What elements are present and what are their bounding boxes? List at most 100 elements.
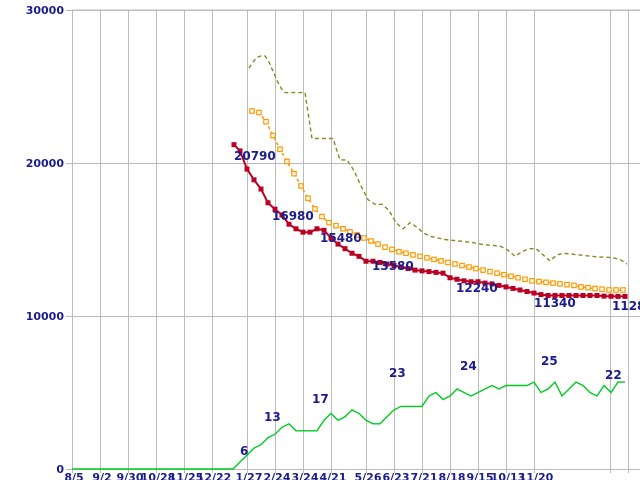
marker-price-low <box>293 226 299 232</box>
marker-price-low <box>286 221 292 227</box>
x-tick-1-27: 1/27 <box>236 471 263 480</box>
marker-price-avg <box>312 206 318 212</box>
marker-price-low <box>307 229 313 235</box>
marker-price-avg <box>529 278 535 284</box>
marker-price-low <box>552 292 558 298</box>
point-label-listing-count: 6 <box>240 444 248 458</box>
marker-price-avg <box>431 256 437 263</box>
point-label-price-low: 13580 <box>372 259 414 273</box>
point-label-listing-count: 23 <box>389 366 406 380</box>
y-tick-0: 0 <box>56 463 64 476</box>
marker-price-avg <box>424 255 430 261</box>
marker-price-avg <box>256 109 262 116</box>
marker-price-low <box>258 186 264 192</box>
x-tick-5-26: 5/26 <box>355 471 382 480</box>
marker-price-low <box>370 258 376 264</box>
marker-price-avg <box>305 195 311 201</box>
marker-price-low <box>356 253 362 259</box>
marker-price-avg <box>263 118 269 125</box>
marker-price-avg <box>480 267 486 273</box>
marker-price-low <box>503 284 509 290</box>
x-tick-10-13: 10/13 <box>491 471 526 480</box>
marker-price-avg <box>487 268 493 275</box>
point-label-price-low: 11280 <box>612 299 640 313</box>
marker-price-low <box>265 200 271 206</box>
marker-price-low <box>412 267 418 273</box>
x-tick-9-15: 9/15 <box>467 471 494 480</box>
marker-price-low <box>426 269 432 275</box>
marker-price-avg <box>536 278 542 285</box>
marker-price-low <box>231 142 237 148</box>
y-tick-10000: 10000 <box>26 310 65 323</box>
x-tick-11-20: 11/20 <box>519 471 554 480</box>
marker-price-low <box>244 166 250 172</box>
marker-price-low <box>622 293 628 299</box>
marker-price-avg <box>473 265 479 272</box>
marker-price-low <box>524 289 530 295</box>
marker-price-low <box>615 293 621 299</box>
x-tick-9-30: 9/30 <box>117 471 144 480</box>
marker-price-low <box>314 226 320 232</box>
marker-price-low <box>587 292 593 298</box>
point-label-listing-count: 22 <box>605 368 622 382</box>
marker-price-avg <box>494 270 500 276</box>
marker-price-avg <box>284 158 290 165</box>
marker-price-low <box>405 266 411 272</box>
marker-price-avg <box>361 235 367 241</box>
marker-price-low <box>454 276 460 282</box>
point-label-price-low: 16980 <box>272 209 314 223</box>
marker-price-low <box>468 279 474 285</box>
marker-price-low <box>489 281 495 287</box>
point-label-price-low: 11340 <box>534 296 576 310</box>
marker-price-avg <box>403 250 409 257</box>
marker-price-low <box>440 270 446 276</box>
marker-price-avg <box>466 264 472 270</box>
marker-price-low <box>510 285 516 291</box>
marker-price-avg <box>543 279 549 286</box>
marker-price-avg <box>354 232 360 238</box>
marker-price-avg <box>599 286 605 293</box>
marker-price-low <box>608 293 614 299</box>
marker-price-avg <box>340 225 346 232</box>
point-label-listing-count: 25 <box>541 354 558 368</box>
marker-price-low <box>419 268 425 274</box>
marker-price-avg <box>319 213 325 220</box>
marker-price-avg <box>557 281 563 287</box>
marker-price-low <box>377 259 383 265</box>
marker-price-low <box>328 235 334 241</box>
marker-price-low <box>349 250 355 256</box>
x-tick-8-5: 8/5 <box>64 471 83 480</box>
marker-price-low <box>475 279 481 285</box>
x-tick-11-25: 11/25 <box>169 471 204 480</box>
point-label-listing-count: 24 <box>460 359 477 373</box>
series-layer <box>72 55 628 470</box>
marker-price-avg <box>298 183 304 189</box>
point-label-price-low: 12240 <box>456 281 498 295</box>
x-tick-2-24: 2/24 <box>264 471 291 480</box>
x-tick-8-18: 8/18 <box>439 471 466 480</box>
point-label-listing-count: 13 <box>264 410 281 424</box>
marker-price-low <box>531 290 537 296</box>
marker-price-low <box>363 258 369 264</box>
marker-price-avg <box>522 276 528 283</box>
marker-price-avg <box>438 258 444 264</box>
x-tick-7-21: 7/21 <box>411 471 438 480</box>
marker-price-avg <box>606 287 612 293</box>
marker-price-avg <box>291 170 297 177</box>
marker-price-low <box>580 292 586 298</box>
y-tick-30000: 30000 <box>26 4 65 17</box>
point-label-listing-count: 17 <box>312 392 329 406</box>
marker-price-avg <box>515 274 521 281</box>
x-tick-9-2: 9/2 <box>92 471 111 480</box>
marker-price-low <box>573 292 579 298</box>
marker-price-avg <box>585 284 591 291</box>
marker-price-low <box>391 263 397 269</box>
marker-price-avg <box>270 132 276 139</box>
marker-price-low <box>545 292 551 298</box>
marker-price-avg <box>564 281 570 288</box>
marker-price-avg <box>578 284 584 290</box>
marker-price-avg <box>613 287 619 293</box>
marker-price-avg <box>277 146 283 153</box>
